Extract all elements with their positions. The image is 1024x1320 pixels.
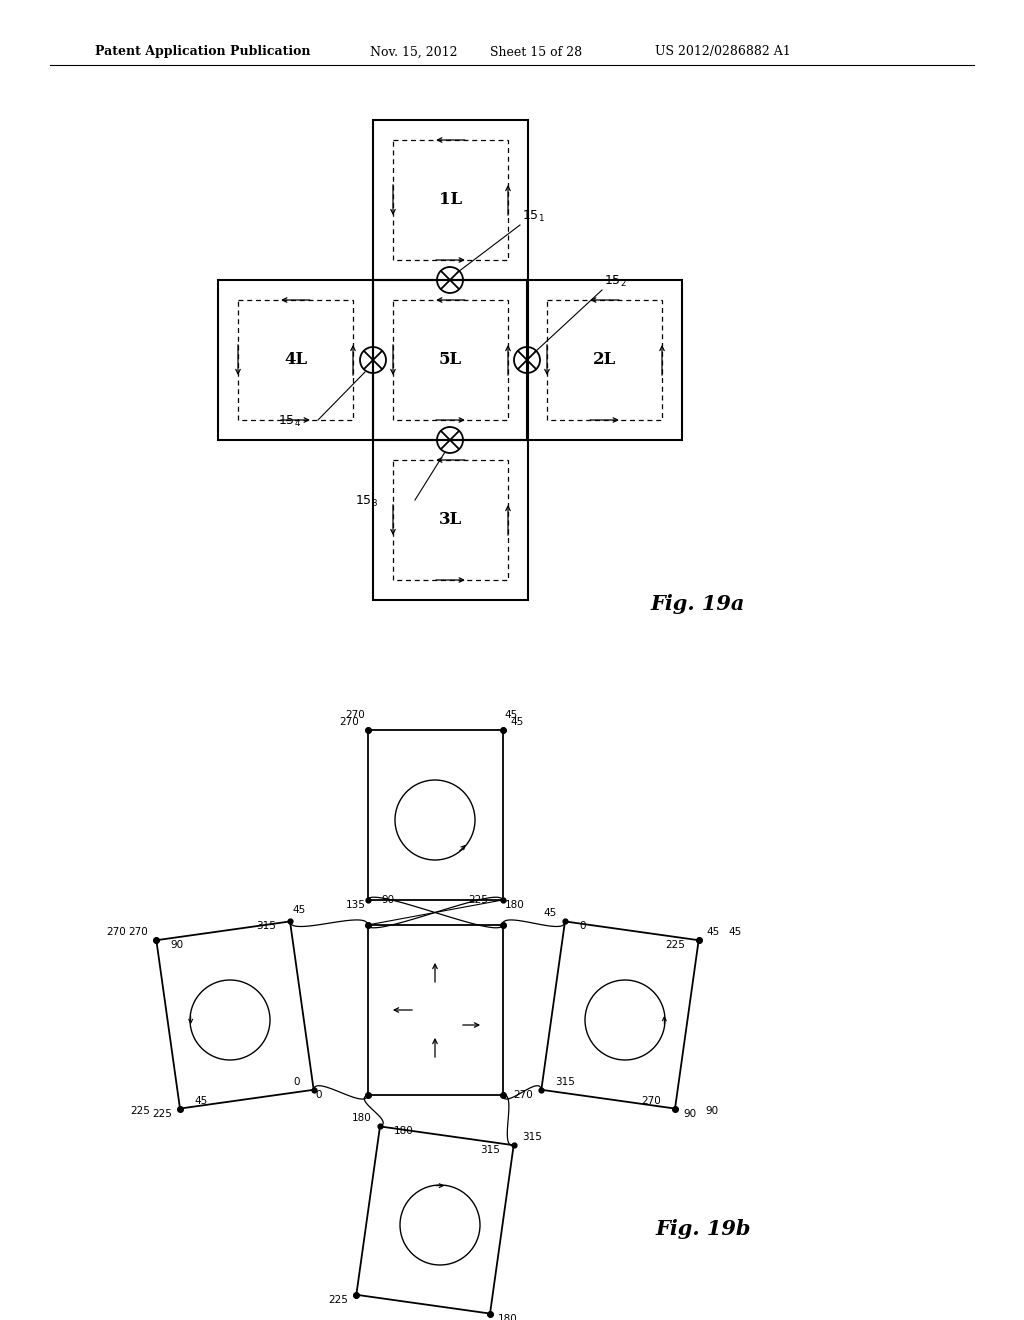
Text: 180: 180 <box>498 1313 518 1320</box>
Text: 0: 0 <box>293 1077 300 1086</box>
Bar <box>218 280 373 440</box>
Text: 0: 0 <box>579 921 586 932</box>
Text: Fig. 19b: Fig. 19b <box>655 1218 751 1239</box>
Text: Fig. 19a: Fig. 19a <box>650 594 744 614</box>
Text: Sheet 15 of 28: Sheet 15 of 28 <box>490 45 582 58</box>
Text: 1L: 1L <box>439 191 462 209</box>
Text: 90: 90 <box>382 895 394 906</box>
Text: 225: 225 <box>153 1109 172 1118</box>
Text: 90: 90 <box>705 1106 718 1115</box>
Bar <box>373 280 528 440</box>
Text: 45: 45 <box>729 927 742 937</box>
Text: 45: 45 <box>505 710 518 719</box>
Text: $15_3$: $15_3$ <box>355 494 378 510</box>
Text: 270: 270 <box>340 717 359 727</box>
Text: Patent Application Publication: Patent Application Publication <box>95 45 310 58</box>
Text: 315: 315 <box>480 1146 500 1155</box>
Text: 45: 45 <box>292 906 305 916</box>
Text: 180: 180 <box>505 900 524 909</box>
Text: 180: 180 <box>394 1126 414 1137</box>
Bar <box>393 140 508 260</box>
Text: $15_1$: $15_1$ <box>522 209 545 224</box>
Text: 5L: 5L <box>439 351 462 368</box>
Text: 2L: 2L <box>593 351 616 368</box>
Text: 270: 270 <box>129 927 148 937</box>
Bar <box>527 280 682 440</box>
Text: 315: 315 <box>555 1077 575 1086</box>
Text: 315: 315 <box>256 921 276 932</box>
Text: 0: 0 <box>315 1090 323 1100</box>
Text: 270: 270 <box>641 1096 662 1106</box>
Text: 225: 225 <box>329 1295 348 1304</box>
Bar <box>547 300 662 420</box>
Text: US 2012/0286882 A1: US 2012/0286882 A1 <box>655 45 791 58</box>
Text: 315: 315 <box>521 1133 542 1142</box>
Text: 3L: 3L <box>439 511 462 528</box>
Text: 45: 45 <box>511 717 523 727</box>
Bar <box>373 440 528 601</box>
Text: 270: 270 <box>346 710 366 719</box>
Text: 180: 180 <box>352 1114 372 1123</box>
Text: 4L: 4L <box>284 351 307 368</box>
Text: 135: 135 <box>346 900 366 909</box>
Text: $15_4$: $15_4$ <box>278 414 301 429</box>
Text: 45: 45 <box>544 908 557 919</box>
Text: 225: 225 <box>665 940 685 950</box>
Text: 90: 90 <box>170 940 183 950</box>
Text: 270: 270 <box>514 1090 534 1100</box>
Bar <box>393 300 508 420</box>
Text: $15_2$: $15_2$ <box>604 275 627 289</box>
Bar <box>238 300 353 420</box>
Text: 225: 225 <box>469 895 488 906</box>
Bar <box>373 120 528 280</box>
Text: Nov. 15, 2012: Nov. 15, 2012 <box>370 45 458 58</box>
Text: 270: 270 <box>106 927 126 937</box>
Bar <box>393 459 508 579</box>
Text: 225: 225 <box>130 1106 150 1115</box>
Text: 45: 45 <box>194 1096 207 1106</box>
Text: 90: 90 <box>683 1109 696 1118</box>
Text: 45: 45 <box>707 927 720 937</box>
